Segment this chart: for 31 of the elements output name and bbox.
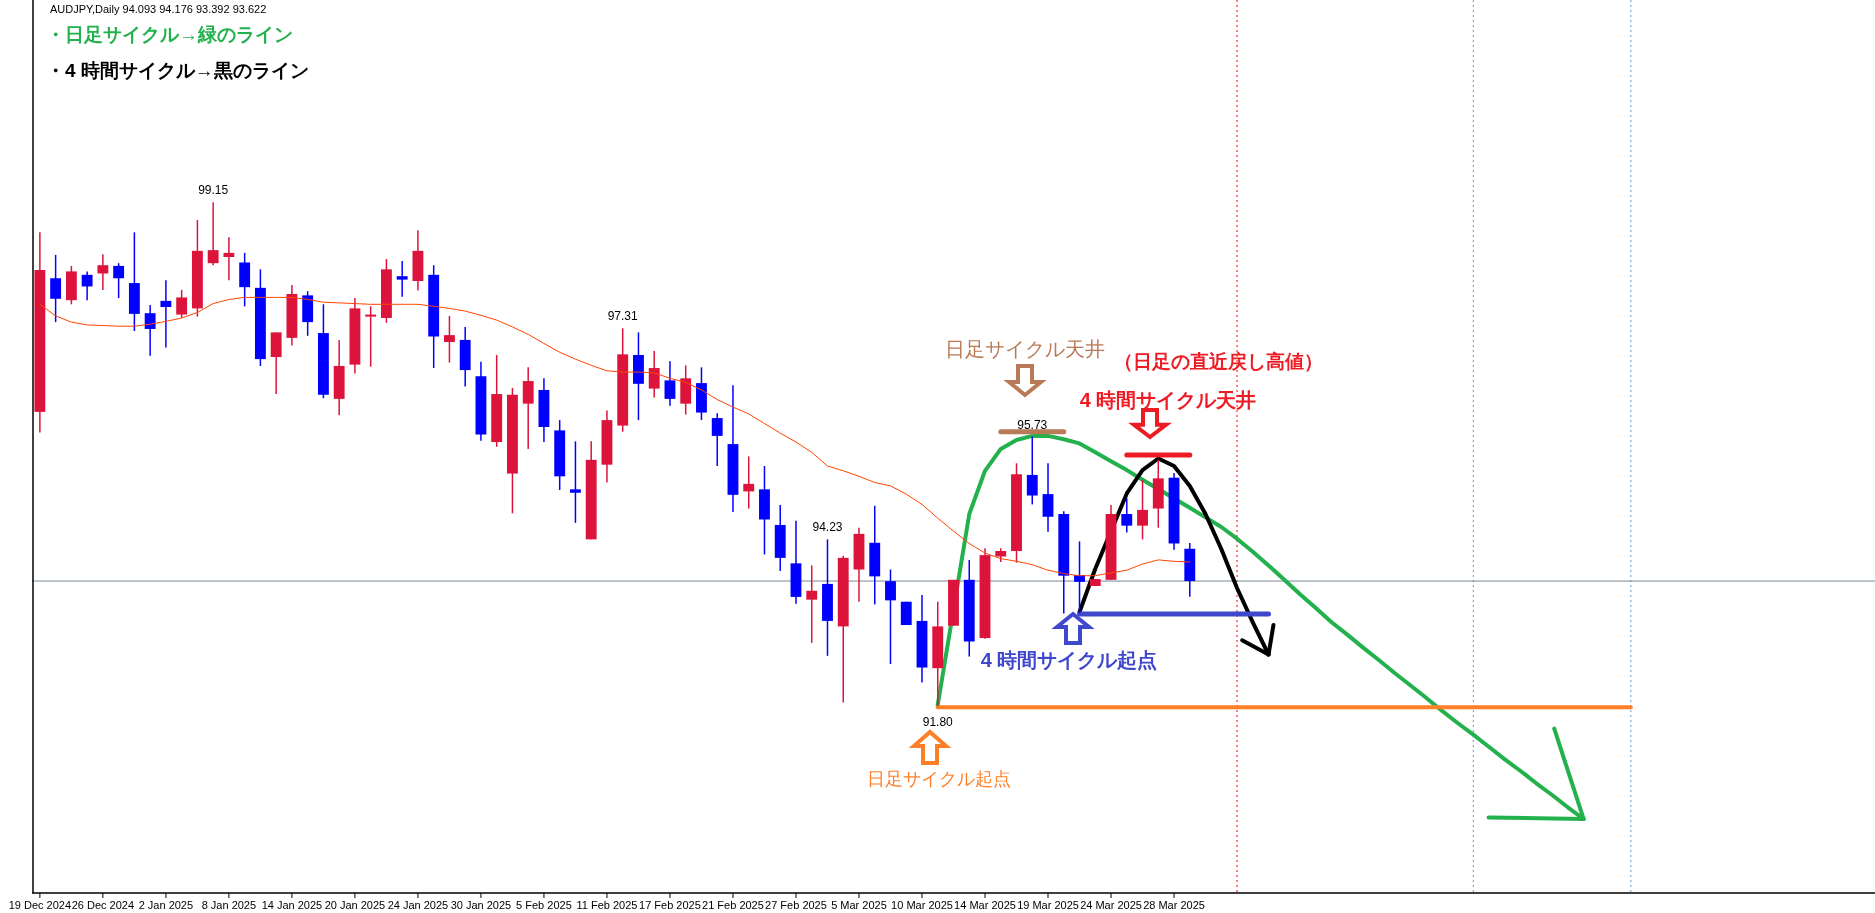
x-tick-label: 14 Mar 2025 (954, 899, 1016, 911)
annotation: ・4 時間サイクル→黒のライン (46, 59, 309, 81)
x-tick-label: 28 Mar 2025 (1143, 899, 1205, 911)
x-tick-label: 10 Mar 2025 (891, 899, 953, 911)
annotation: 97.31 (607, 309, 639, 324)
annotation: 91.80 (922, 714, 954, 729)
annotation: ・日足サイクル→緑のライン (46, 23, 293, 45)
annotation: 95.73 (1017, 417, 1048, 432)
x-tick-label: 24 Jan 2025 (387, 899, 449, 911)
x-tick-label: 14 Jan 2025 (261, 899, 323, 911)
x-tick-label: 21 Feb 2025 (702, 899, 764, 911)
annotation: 4 時間サイクル起点 (980, 649, 1158, 671)
annotation: 日足サイクル天井 (945, 338, 1105, 360)
x-tick-label: 5 Mar 2025 (831, 899, 887, 911)
x-tick-label: 5 Feb 2025 (516, 899, 572, 911)
annotation: 日足サイクル起点 (867, 769, 1011, 789)
x-tick-label: 24 Mar 2025 (1080, 899, 1142, 911)
x-tick-label: 17 Feb 2025 (639, 899, 701, 911)
x-tick-label: 19 Mar 2025 (1017, 899, 1079, 911)
chart-title: AUDJPY,Daily 94.093 94.176 93.392 93.622 (50, 3, 267, 15)
x-tick-label: 2 Jan 2025 (138, 899, 194, 911)
x-tick-label: 30 Jan 2025 (450, 899, 512, 911)
x-tick-label: 19 Dec 2024 (8, 899, 72, 911)
x-tick-label: 8 Jan 2025 (201, 899, 257, 911)
x-tick-label: 27 Feb 2025 (765, 899, 827, 911)
annotation: 94.23 (812, 520, 843, 535)
x-tick-label: 20 Jan 2025 (324, 899, 386, 911)
annotation: 99.15 (198, 183, 229, 198)
x-tick-label: 11 Feb 2025 (576, 899, 638, 911)
x-tick-label: 26 Dec 2024 (71, 899, 135, 911)
annotation: （日足の直近戻し高値） (1113, 350, 1323, 372)
